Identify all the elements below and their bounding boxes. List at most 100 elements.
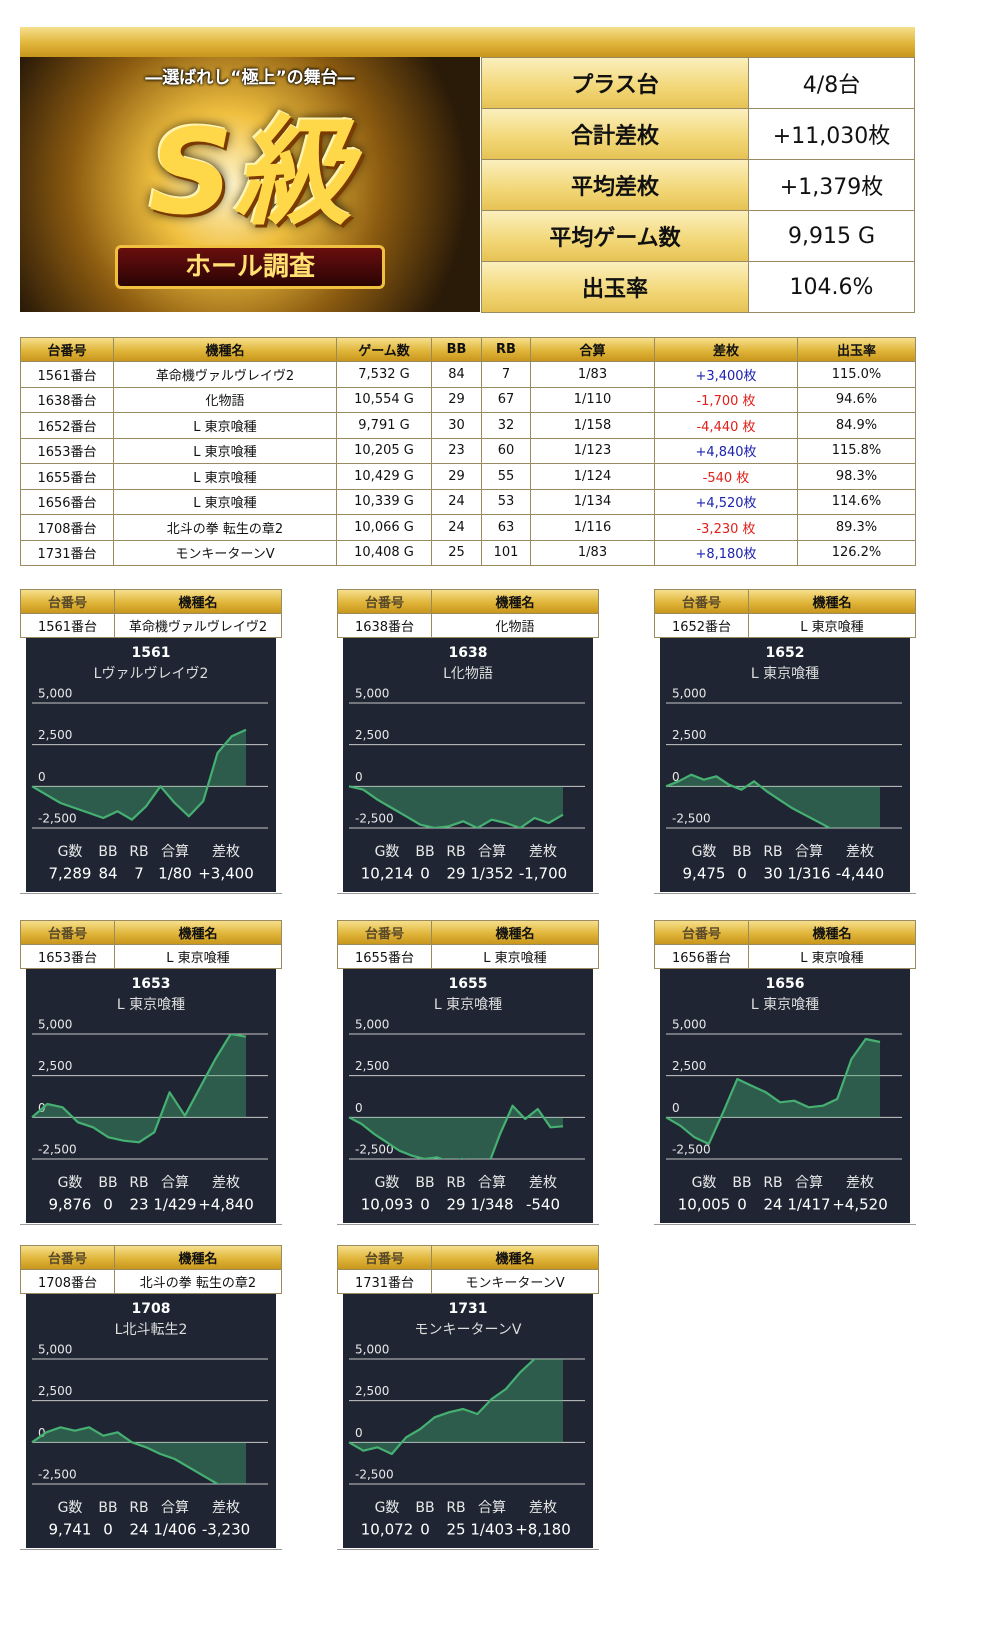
chart-title: 1638 [449, 645, 488, 661]
card-underline [654, 1224, 916, 1225]
stat-label: RB [763, 844, 782, 860]
chart-line [31, 1426, 220, 1484]
card-number: 1561番台 [20, 613, 115, 638]
card-header: 機種名 [431, 920, 599, 945]
chart-area [349, 786, 563, 828]
stat-label: BB [732, 844, 751, 860]
card-header: 台番号 [337, 920, 432, 945]
stat-value: 1/406 [153, 1521, 196, 1539]
table-cell: 1/110 [530, 386, 655, 413]
stat-label: G数 [692, 1175, 717, 1191]
stat-label: 差枚 [846, 844, 874, 860]
stat-value: 29 [446, 865, 465, 883]
y-tick-label: -2,500 [38, 1468, 77, 1482]
summary-value: +1,379枚 [748, 159, 915, 211]
stat-value: 10,214 [361, 865, 414, 883]
stat-label: RB [446, 844, 465, 860]
card-machine: L 東京喰種 [748, 613, 916, 638]
chart-title: 1656 [766, 976, 805, 992]
stat-value: 30 [763, 865, 782, 883]
chart-area [666, 1039, 880, 1144]
stat-label: G数 [375, 844, 400, 860]
summary-label: 出玉率 [481, 261, 749, 313]
y-tick-label: 5,000 [38, 687, 72, 701]
summary-label: 合計差枚 [481, 108, 749, 160]
table-cell: 55 [481, 463, 531, 490]
y-tick-label: 5,000 [355, 687, 389, 701]
chart-line [31, 728, 247, 821]
table-cell: 115.8% [797, 437, 916, 464]
stat-value: -3,230 [202, 1521, 250, 1539]
card-number: 1655番台 [337, 944, 432, 969]
summary-label: 平均差枚 [481, 159, 749, 211]
table-cell: 32 [481, 412, 531, 439]
stat-label: RB [129, 844, 148, 860]
chart-box: 1656 L 東京喰種 5,000 2,500 0 -2,500 G数 10,005 BB 0 RB… [660, 969, 910, 1223]
chart: 1708 L北斗転生2 5,000 2,500 0 -2,500 G数 9,741 BB 0 RB 2… [31, 1301, 268, 1539]
table-cell: +8,180枚 [654, 539, 798, 566]
chart-line [665, 773, 832, 828]
stat-value: 1/80 [158, 865, 192, 883]
chart-subtitle: L 東京喰種 [434, 997, 502, 1013]
y-tick-label: 5,000 [38, 1343, 72, 1357]
chart-box: 1652 L 東京喰種 5,000 2,500 0 -2,500 G数 9,475 BB 0 RB 3… [660, 638, 910, 892]
stat-label: RB [129, 1175, 148, 1191]
chart-area [349, 1105, 563, 1159]
table-cell: 115.0% [797, 361, 916, 388]
card-machine: 革命機ヴァルヴレイヴ2 [114, 613, 282, 638]
y-tick-label: 5,000 [355, 1343, 389, 1357]
table-cell: 1656番台 [20, 488, 114, 515]
y-tick-label: 0 [38, 770, 46, 784]
table-header: 合算 [530, 337, 655, 362]
chart-line [31, 1034, 247, 1144]
card-header: 台番号 [20, 589, 115, 614]
stat-value: 9,741 [49, 1521, 92, 1539]
table-cell: 7 [481, 361, 531, 388]
card-underline [337, 1224, 599, 1225]
y-tick-label: 2,500 [355, 728, 389, 742]
table-cell: 10,066 G [336, 514, 432, 541]
y-tick-label: 2,500 [38, 1384, 72, 1398]
y-tick-label: 0 [355, 770, 363, 784]
table-cell: L 東京喰種 [113, 437, 337, 464]
table-cell: -4,440 枚 [654, 412, 798, 439]
table-cell: 24 [431, 488, 482, 515]
table-cell: 60 [481, 437, 531, 464]
card-header: 機種名 [114, 589, 282, 614]
y-tick-label: 2,500 [672, 1059, 706, 1073]
stat-label: BB [98, 1175, 117, 1191]
y-tick-label: 0 [672, 770, 680, 784]
chart-title: 1652 [766, 645, 805, 661]
table-cell: 10,554 G [336, 386, 432, 413]
card-machine: L 東京喰種 [748, 944, 916, 969]
table-cell: -540 枚 [654, 463, 798, 490]
table-cell: 29 [431, 386, 482, 413]
table-cell: 1/134 [530, 488, 655, 515]
chart-box: 1731 モンキーターンV 5,000 2,500 0 -2,500 G数 10,072 BB 0… [343, 1294, 593, 1548]
chart-area [349, 1359, 563, 1454]
stat-label: 合算 [161, 1175, 189, 1191]
chart-title: 1655 [449, 976, 488, 992]
table-header: 台番号 [20, 337, 114, 362]
table-cell: 98.3% [797, 463, 916, 490]
chart-line [348, 785, 564, 828]
card-header: 機種名 [431, 1245, 599, 1270]
chart-subtitle: L 東京喰種 [751, 666, 819, 682]
table-header: RB [481, 337, 531, 362]
card-header: 機種名 [748, 920, 916, 945]
table-header: ゲーム数 [336, 337, 432, 362]
table-cell: 101 [481, 539, 531, 566]
card-header: 機種名 [114, 1245, 282, 1270]
stat-label: 差枚 [529, 844, 557, 860]
stat-label: 合算 [478, 1175, 506, 1191]
stat-value: 1/429 [153, 1196, 196, 1214]
stat-label: 合算 [478, 844, 506, 860]
table-cell: 114.6% [797, 488, 916, 515]
stat-value: -1,700 [519, 865, 567, 883]
table-cell: 1/158 [530, 412, 655, 439]
card-number: 1731番台 [337, 1269, 432, 1294]
